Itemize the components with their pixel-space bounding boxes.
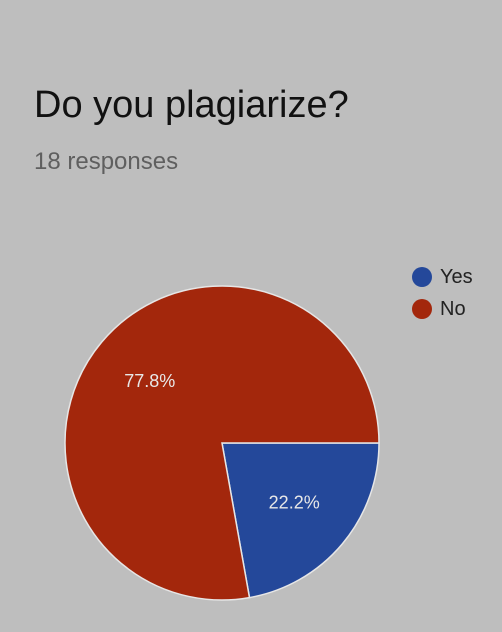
- pie-labels: 22.2% 77.8%: [124, 371, 319, 512]
- pie-slice-no: [64, 285, 380, 601]
- pie-label-no: 77.8%: [124, 371, 175, 391]
- legend-label-no: No: [440, 297, 466, 320]
- legend: Yes No: [412, 261, 473, 325]
- pie-slice-yes: [221, 442, 380, 599]
- legend-swatch-yes: [412, 267, 432, 287]
- pie-slices: [64, 285, 380, 601]
- pie-label-yes: 22.2%: [269, 492, 320, 512]
- legend-label-yes: Yes: [440, 265, 473, 288]
- legend-swatch-no: [412, 299, 432, 319]
- legend-item-yes: Yes: [412, 261, 473, 293]
- question-title: Do you plagiarize?: [34, 84, 349, 126]
- legend-item-no: No: [412, 293, 473, 325]
- response-count: 18 responses: [34, 148, 179, 175]
